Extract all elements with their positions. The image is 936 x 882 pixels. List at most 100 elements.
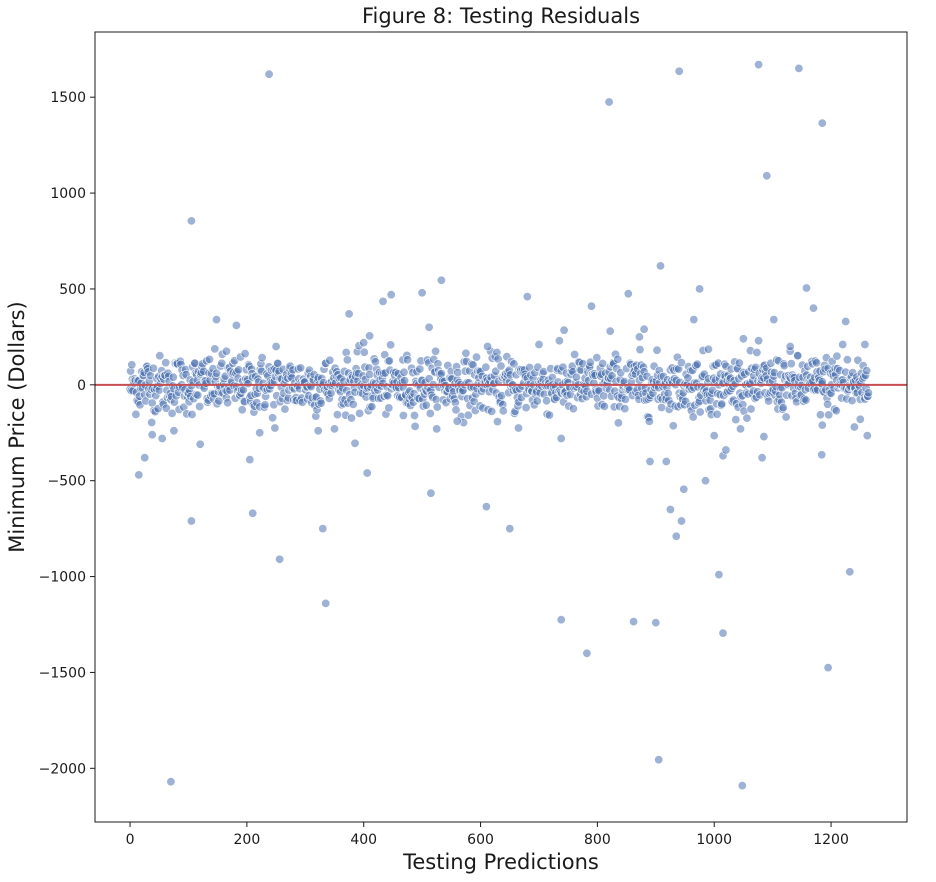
residual-point (769, 315, 779, 325)
residual-point (195, 401, 205, 411)
residual-point (655, 261, 665, 271)
residual-point (410, 421, 420, 431)
residual-point (674, 66, 684, 76)
residual-point (398, 410, 408, 420)
residual-point (721, 445, 731, 455)
residual-point (786, 359, 796, 369)
residual-point (367, 402, 377, 412)
residual-point (140, 453, 150, 463)
residual-point (735, 424, 745, 434)
residual-point (264, 69, 274, 79)
residual-point (604, 97, 614, 107)
residual-point (168, 372, 178, 382)
residual-point (329, 424, 339, 434)
residual-point (644, 416, 654, 426)
residual-point (370, 357, 380, 367)
x-tick-label: 400 (350, 832, 377, 848)
residual-point (845, 567, 855, 577)
residual-point (487, 406, 497, 416)
residual-point (186, 216, 196, 226)
residual-point (688, 412, 698, 422)
residual-point (620, 404, 630, 414)
residual-point (318, 524, 328, 534)
residual-point (280, 404, 290, 414)
residual-point (270, 423, 280, 433)
residual-point (689, 315, 699, 325)
residual-point (255, 428, 265, 438)
residual-point (695, 407, 705, 417)
residual-point (384, 356, 394, 366)
residual-point (127, 360, 137, 370)
residual-point (463, 410, 473, 420)
residual-point (592, 353, 602, 363)
scatter-points (125, 60, 873, 791)
residual-point (585, 357, 595, 367)
residual-point (665, 504, 675, 514)
residual-point (847, 396, 857, 406)
residual-point (167, 408, 177, 418)
residual-point (709, 431, 719, 441)
residual-point (734, 358, 744, 368)
residual-point (718, 628, 728, 638)
residual-point (348, 399, 358, 409)
residual-point (738, 334, 748, 344)
y-tick-label: −2000 (39, 761, 86, 777)
residual-point (582, 648, 592, 658)
residual-point (737, 781, 747, 791)
residual-point (571, 372, 581, 382)
residual-point (605, 326, 615, 336)
residual-point (629, 617, 639, 627)
residual-point (657, 402, 667, 412)
residual-point (313, 426, 323, 436)
residual-point (746, 404, 756, 414)
residual-point (754, 60, 764, 70)
y-tick-label: 0 (77, 378, 86, 394)
residual-point (855, 414, 865, 424)
residual-point (498, 406, 508, 416)
residual-point (496, 361, 506, 371)
residual-point (384, 403, 394, 413)
x-tick-label: 200 (234, 832, 261, 848)
residual-point (823, 399, 833, 409)
residual-point (436, 275, 446, 285)
residual-point (147, 417, 157, 427)
residual-point (426, 488, 436, 498)
residual-point (613, 354, 623, 364)
residual-point (316, 398, 326, 408)
y-tick-label: 1500 (50, 90, 86, 106)
residual-point (399, 367, 409, 377)
residual-point (781, 412, 791, 422)
residual-point (240, 349, 250, 359)
residual-point (386, 340, 396, 350)
residual-point (817, 377, 827, 387)
residual-point (862, 366, 872, 376)
residual-point (692, 359, 702, 369)
residual-point (559, 325, 569, 335)
residual-point (762, 171, 772, 181)
residual-point (522, 292, 532, 302)
residual-point (586, 301, 596, 311)
residual-point (221, 346, 231, 356)
residual-point (217, 358, 227, 368)
residual-point (386, 290, 396, 300)
residual-point (863, 388, 873, 398)
residual-point (223, 398, 233, 408)
residual-point (341, 347, 351, 357)
residual-point (325, 355, 335, 365)
residual-point (817, 420, 827, 430)
residual-point (815, 410, 825, 420)
residual-point (161, 358, 171, 368)
residual-point (169, 426, 179, 436)
residual-point (679, 484, 689, 494)
residual-point (817, 450, 827, 460)
residual-point (421, 400, 431, 410)
y-tick-label: 500 (59, 282, 86, 298)
residual-point (831, 406, 841, 416)
residual-point (415, 364, 425, 374)
residual-point (860, 339, 870, 349)
residual-point (471, 352, 481, 362)
residual-point (544, 410, 554, 420)
residual-point (296, 363, 306, 373)
residual-point (554, 336, 564, 346)
